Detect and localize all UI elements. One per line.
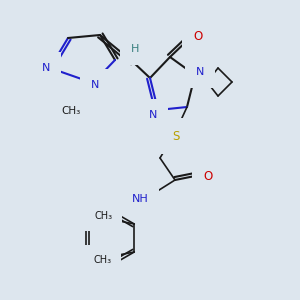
Text: N: N <box>91 80 99 90</box>
Text: N: N <box>196 67 204 77</box>
Text: N: N <box>42 63 50 73</box>
Text: H: H <box>131 44 139 54</box>
Text: NH: NH <box>132 194 148 204</box>
Text: CH₃: CH₃ <box>93 255 111 265</box>
Text: O: O <box>203 169 213 182</box>
Text: N: N <box>149 110 157 120</box>
Text: O: O <box>194 29 202 43</box>
Text: CH₃: CH₃ <box>61 106 81 116</box>
Text: S: S <box>172 130 180 142</box>
Text: CH₃: CH₃ <box>94 211 112 221</box>
